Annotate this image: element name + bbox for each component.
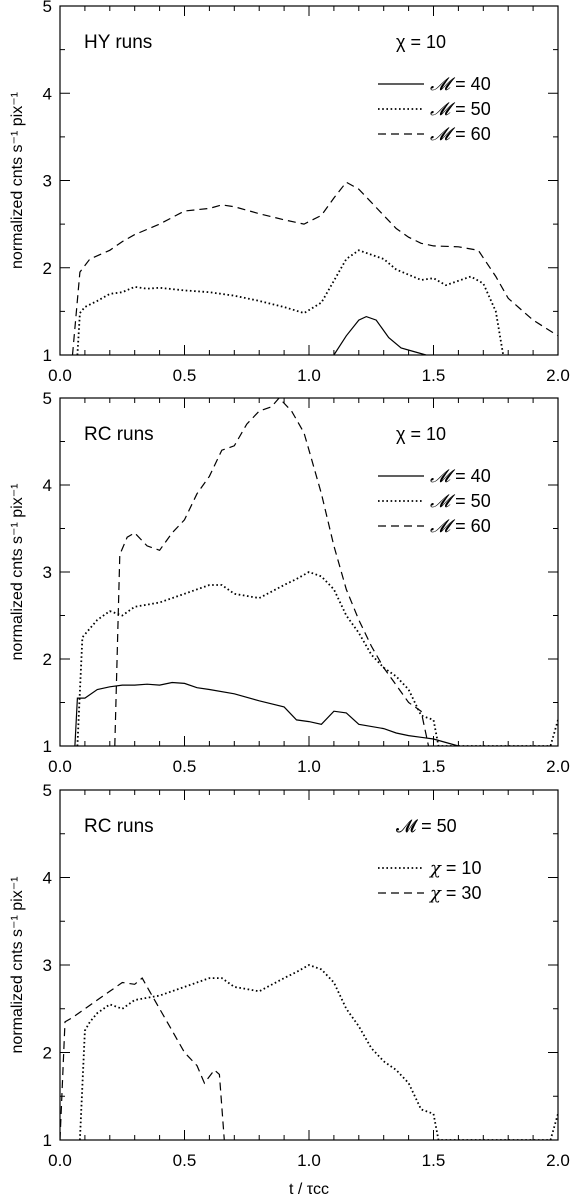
x-tick-label: 1.5	[422, 366, 446, 385]
x-tick-label: 0.5	[173, 1151, 197, 1170]
x-tick-label: 1.5	[422, 757, 446, 776]
series-line-dashed	[114, 398, 430, 746]
series-line-solid	[333, 315, 427, 355]
legend-entry: 𝓜 = 60	[430, 124, 491, 145]
x-tick-label: 1.0	[297, 366, 321, 385]
legend-entry: χ = 30	[428, 883, 481, 904]
legend-entry: χ = 10	[428, 858, 481, 879]
series-line-dotted	[79, 964, 558, 1140]
series-line-dotted	[76, 571, 558, 746]
series-line-dashed	[60, 977, 225, 1140]
series-line-dashed	[71, 181, 558, 355]
y-tick-label: 4	[43, 476, 52, 495]
legend-entry: 𝓜 = 40	[430, 74, 491, 95]
x-tick-label: 0.0	[48, 1151, 72, 1170]
y-tick-label: 2	[43, 1044, 52, 1063]
chart-panel-3: 0.0 0.5 1.0 1.5 2.0 1 2 3 4 5 normalized cnts s⁻¹ …	[9, 781, 570, 1198]
legend-entry: 𝓜 = 60	[430, 516, 491, 537]
parameter-label: 𝓜 = 50	[396, 816, 457, 836]
y-tick-label: 1	[43, 737, 52, 756]
y-tick-label: 5	[43, 781, 52, 800]
y-tick-label: 2	[43, 650, 52, 669]
x-tick-label: 2.0	[546, 757, 570, 776]
y-tick-label: 3	[43, 956, 52, 975]
panel-label: HY runs	[84, 32, 152, 53]
y-tick-label: 1	[43, 346, 52, 365]
series-line-solid	[74, 681, 459, 746]
y-tick-label: 3	[43, 172, 52, 191]
legend-entry: 𝓜 = 50	[430, 491, 491, 512]
panel-label: RC runs	[84, 816, 154, 837]
chart-panel-1: 0.0 0.5 1.0 1.5 2.0 1 2 3 4 5 normalized cnts s⁻¹ …	[9, 0, 570, 385]
y-tick-label: 1	[43, 1131, 52, 1150]
x-tick-label: 2.0	[546, 1151, 570, 1170]
x-tick-label: 0.0	[48, 366, 72, 385]
x-axis-label: t / τcc	[289, 1181, 329, 1198]
x-tick-label: 0.5	[173, 366, 197, 385]
x-tick-label: 0.0	[48, 757, 72, 776]
parameter-label: χ = 10	[396, 424, 446, 444]
y-tick-label: 5	[43, 0, 52, 16]
x-tick-label: 1.5	[422, 1151, 446, 1170]
x-tick-label: 0.5	[173, 757, 197, 776]
y-tick-label: 2	[43, 259, 52, 278]
y-tick-label: 5	[43, 389, 52, 408]
legend-entry: 𝓜 = 40	[430, 466, 491, 487]
y-tick-label: 4	[43, 84, 52, 103]
chart-panel-2: 0.0 0.5 1.0 1.5 2.0 1 2 3 4 5 normalized cnts s⁻¹ …	[9, 389, 570, 776]
x-tick-label: 1.0	[297, 1151, 321, 1170]
parameter-label: χ = 10	[396, 32, 446, 52]
x-tick-label: 1.0	[297, 757, 321, 776]
x-tick-label: 2.0	[546, 366, 570, 385]
y-axis-label: normalized cnts s⁻¹ pix⁻¹	[9, 484, 26, 661]
legend-entry: 𝓜 = 50	[430, 99, 491, 120]
plot-frame	[59, 5, 559, 356]
y-axis-label: normalized cnts s⁻¹ pix⁻¹	[9, 877, 26, 1054]
y-axis-label: normalized cnts s⁻¹ pix⁻¹	[9, 92, 26, 269]
y-tick-label: 3	[43, 563, 52, 582]
panel-label: RC runs	[84, 424, 154, 445]
series-line-dotted	[76, 249, 505, 355]
y-tick-label: 4	[43, 869, 52, 888]
